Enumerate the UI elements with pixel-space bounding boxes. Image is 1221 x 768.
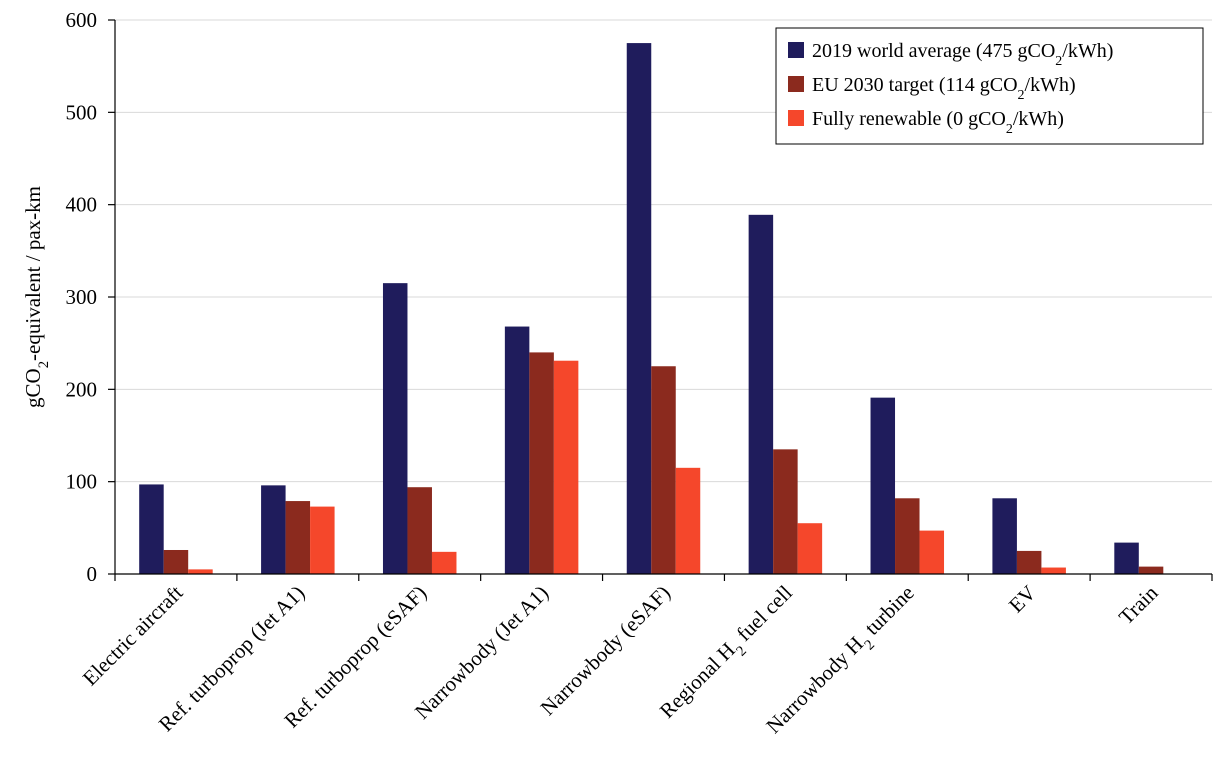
y-axis-label-text: gCO2-equivalent / pax-km <box>21 186 52 408</box>
bars <box>139 43 1164 575</box>
grid-lines <box>115 19 1212 483</box>
y-tick-label: 600 <box>66 8 98 32</box>
x-tick-label: EV <box>1004 581 1041 618</box>
axes <box>108 19 1213 581</box>
bar <box>310 506 335 574</box>
bar <box>797 523 823 574</box>
y-tick-label: 0 <box>87 562 98 586</box>
bar <box>139 484 164 574</box>
x-tick-label: Narrowbody (Jet A1) <box>410 581 553 724</box>
bar <box>870 397 896 574</box>
x-tick-label: Train <box>1114 580 1163 629</box>
bar <box>919 530 945 574</box>
bar <box>261 485 286 574</box>
bar <box>1114 542 1139 574</box>
legend-swatch <box>788 110 804 126</box>
y-axis-label: gCO2-equivalent / pax-km <box>21 186 52 408</box>
bar <box>553 360 579 574</box>
legend-label[interactable]: 2019 world average (475 gCO2/kWh) <box>812 40 1113 69</box>
bar <box>504 326 530 574</box>
bar <box>651 366 676 574</box>
legend-label[interactable]: EU 2030 target (114 gCO2/kWh) <box>812 74 1076 103</box>
legend-label[interactable]: Fully renewable (0 gCO2/kWh) <box>812 108 1064 137</box>
legend[interactable]: 2019 world average (475 gCO2/kWh) EU 2030… <box>775 27 1204 145</box>
y-tick-labels: 0 100 200 300 400 500 600 <box>66 8 98 586</box>
x-tick-label: Narrowbody (eSAF) <box>536 581 675 720</box>
bar <box>675 467 701 574</box>
legend-swatch <box>788 42 804 58</box>
y-tick-label: 400 <box>66 193 98 217</box>
bar <box>992 498 1017 574</box>
bar <box>407 487 432 574</box>
bar <box>382 283 408 574</box>
bar <box>1041 567 1066 574</box>
y-tick-label: 500 <box>66 100 98 124</box>
bar <box>895 498 920 574</box>
bar <box>773 449 798 574</box>
bar <box>1016 550 1042 574</box>
y-tick-label: 100 <box>66 470 98 494</box>
bar <box>529 352 554 574</box>
y-tick-label: 300 <box>66 285 98 309</box>
bar <box>188 569 213 574</box>
bar <box>431 551 457 574</box>
bar <box>626 43 652 575</box>
bar <box>1138 566 1164 574</box>
bar <box>748 214 774 574</box>
bar <box>285 501 311 574</box>
x-tick-label: Electric aircraft <box>78 580 188 690</box>
bar <box>163 549 189 574</box>
legend-box <box>775 27 1204 145</box>
y-tick-label: 200 <box>66 377 98 401</box>
legend-swatch <box>788 76 804 92</box>
